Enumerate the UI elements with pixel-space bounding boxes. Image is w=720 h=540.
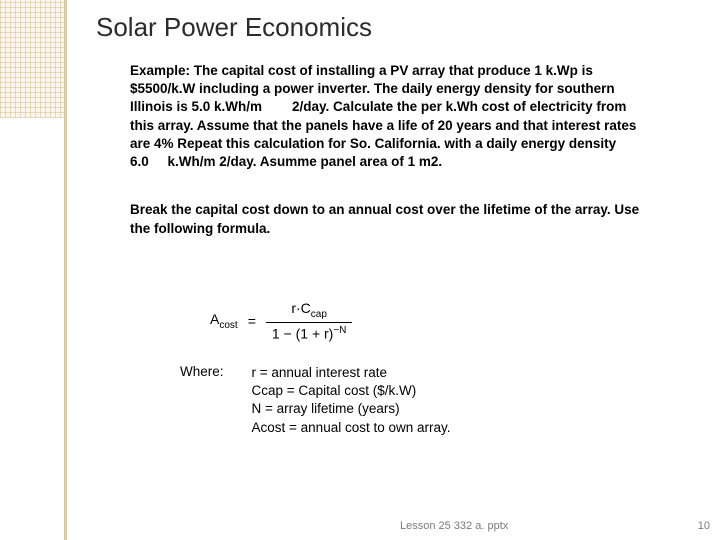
left-sidebar-strip (0, 0, 64, 540)
formula-numerator: r·Ccap (285, 300, 333, 322)
formula-num-left: r·C (291, 300, 310, 316)
where-definitions: r = annual interest rate Ccap = Capital … (252, 364, 451, 437)
formula-lhs-sym: A (210, 311, 219, 327)
page-title: Solar Power Economics (96, 12, 372, 43)
footer-page-number: 10 (698, 520, 710, 532)
sidebar-blank (0, 118, 64, 540)
body-text: Example: The capital cost of installing … (130, 62, 640, 238)
where-label: Where: (180, 364, 224, 437)
formula-lhs-sub: cost (219, 320, 237, 331)
where-block: Where: r = annual interest rate Ccap = C… (180, 364, 451, 437)
formula-block: Acost = r·Ccap 1 − (1 + r)−N (210, 300, 352, 341)
formula-lhs: Acost (210, 311, 238, 331)
footer-filename: Lesson 25 332 a. pptx (400, 520, 508, 532)
sidebar-crosshatch (0, 0, 64, 118)
def-n: N = array lifetime (years) (252, 400, 451, 418)
formula-denominator: 1 − (1 + r)−N (266, 322, 353, 342)
sidebar-divider-line (64, 0, 67, 540)
instruction-paragraph: Break the capital cost down to an annual… (130, 201, 640, 237)
formula-den-pre: 1 − (1 + r) (272, 325, 333, 341)
def-r: r = annual interest rate (252, 364, 451, 382)
def-acost: Acost = annual cost to own array. (252, 419, 451, 437)
formula-num-sub: cap (311, 309, 327, 320)
def-ccap: Ccap = Capital cost ($/k.W) (252, 382, 451, 400)
formula-fraction: r·Ccap 1 − (1 + r)−N (266, 300, 353, 341)
formula-equals: = (248, 313, 256, 329)
formula-den-sup: −N (333, 325, 346, 336)
example-paragraph: Example: The capital cost of installing … (130, 62, 640, 171)
